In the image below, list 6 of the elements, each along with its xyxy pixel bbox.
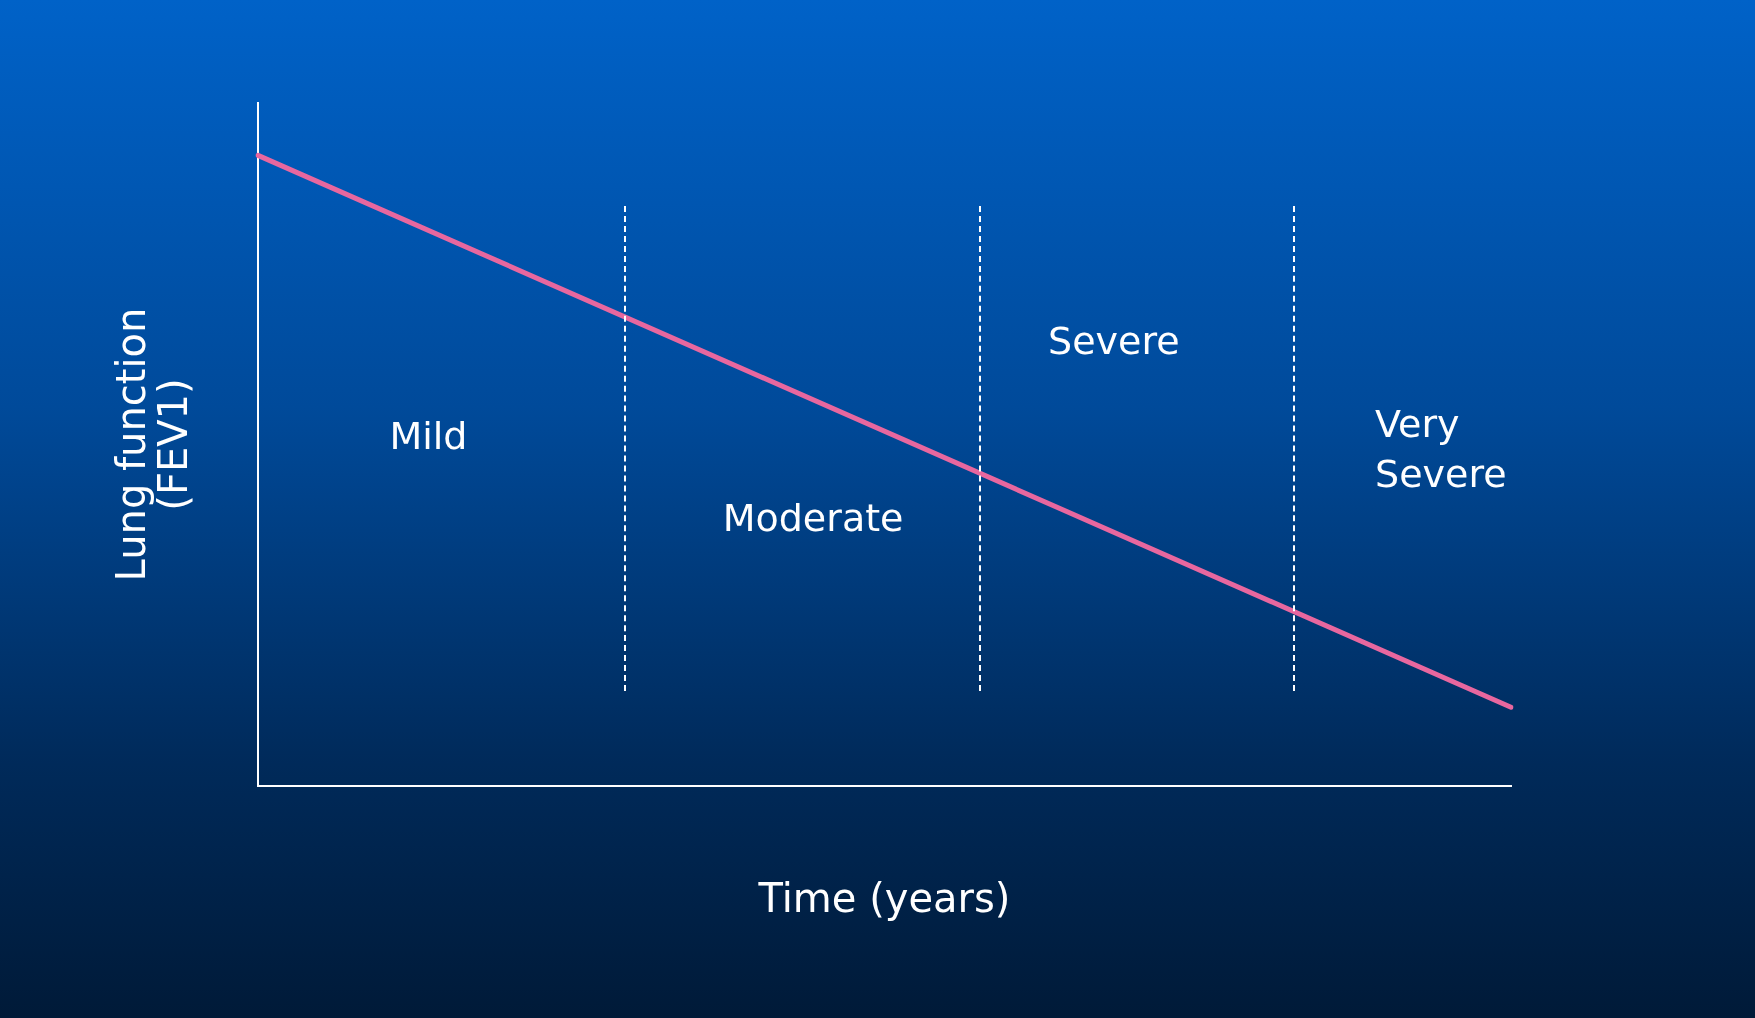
annotation: Severe	[1048, 319, 1180, 364]
annotation: Moderate	[722, 496, 904, 540]
annotation: Very Severe	[1375, 401, 1507, 496]
annotation: Mild	[389, 414, 468, 459]
x-axis-title: Time (years)	[757, 875, 1011, 922]
y-axis-title: Lung function (FEV1)	[108, 307, 197, 582]
